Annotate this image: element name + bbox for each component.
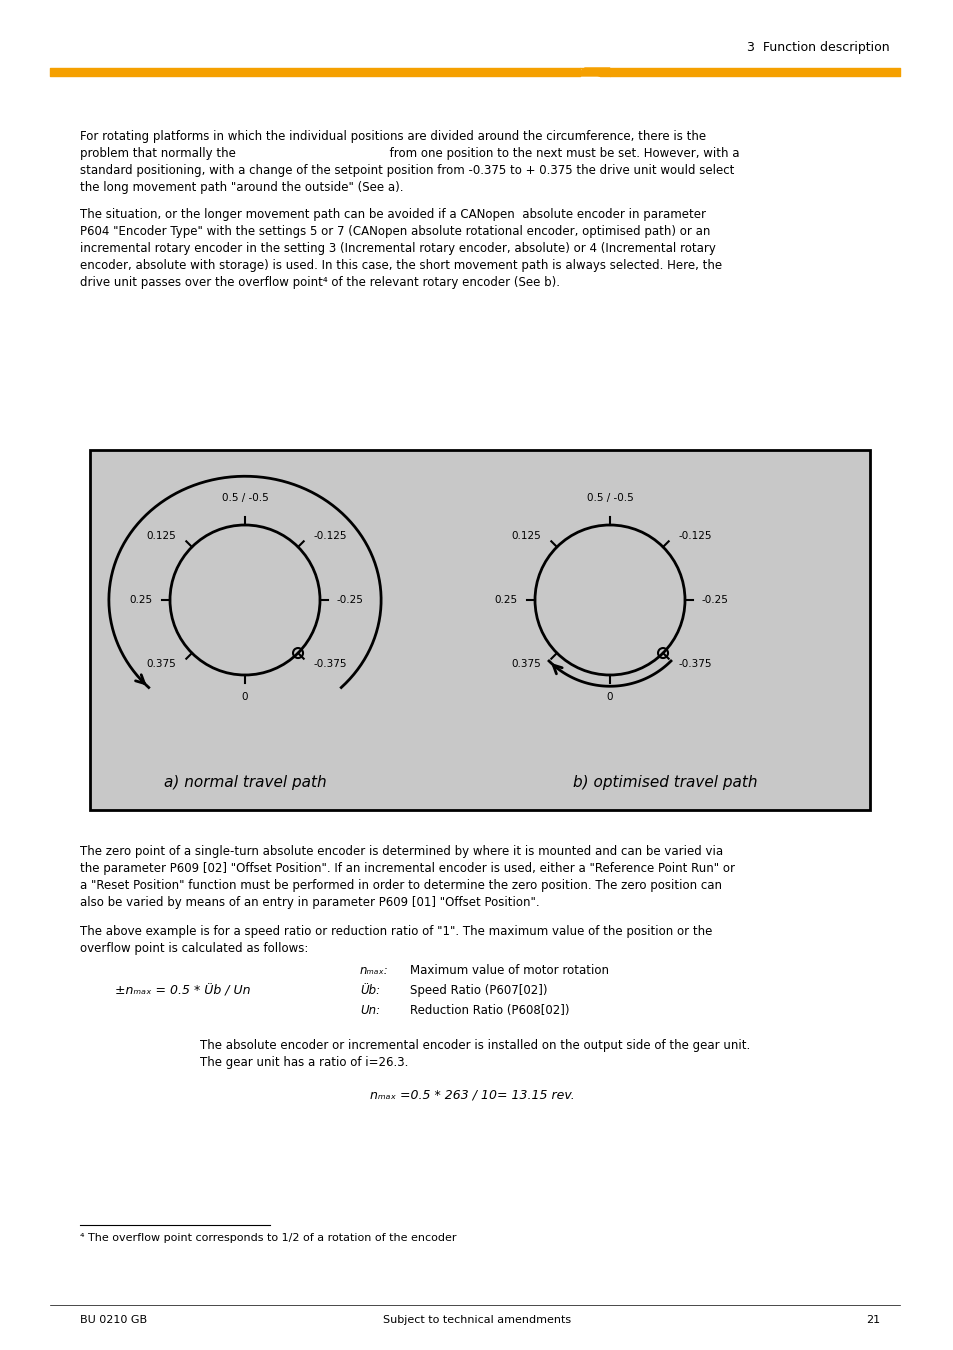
Text: nₘₐₓ =0.5 * 263 / 10= 13.15 rev.: nₘₐₓ =0.5 * 263 / 10= 13.15 rev.: [370, 1088, 574, 1102]
Polygon shape: [575, 68, 609, 76]
Text: 0.125: 0.125: [147, 532, 176, 541]
Text: -0.125: -0.125: [314, 532, 347, 541]
Text: P604 "Encoder Type" with the settings 5 or 7 (CANopen absolute rotational encode: P604 "Encoder Type" with the settings 5 …: [80, 225, 710, 238]
Text: 21: 21: [865, 1315, 879, 1324]
Text: The absolute encoder or incremental encoder is installed on the output side of t: The absolute encoder or incremental enco…: [200, 1040, 749, 1052]
Text: ±nₘₐₓ = 0.5 * Üb / Un: ±nₘₐₓ = 0.5 * Üb / Un: [115, 984, 251, 998]
Text: Reduction Ratio (P608[02]): Reduction Ratio (P608[02]): [410, 1004, 569, 1017]
Text: The above example is for a speed ratio or reduction ratio of "1". The maximum va: The above example is for a speed ratio o…: [80, 925, 712, 938]
Text: Speed Ratio (P607[02]): Speed Ratio (P607[02]): [410, 984, 547, 998]
Text: 0: 0: [606, 693, 613, 702]
Text: a "Reset Position" function must be performed in order to determine the zero pos: a "Reset Position" function must be perf…: [80, 879, 721, 892]
Text: overflow point is calculated as follows:: overflow point is calculated as follows:: [80, 942, 308, 954]
Text: -0.125: -0.125: [678, 532, 711, 541]
Text: also be varied by means of an entry in parameter P609 [01] "Offset Position".: also be varied by means of an entry in p…: [80, 896, 539, 909]
Text: 0.25: 0.25: [130, 595, 152, 605]
Text: Maximum value of motor rotation: Maximum value of motor rotation: [410, 964, 608, 977]
Text: ⁴ The overflow point corresponds to 1/2 of a rotation of the encoder: ⁴ The overflow point corresponds to 1/2 …: [80, 1233, 456, 1243]
Text: -0.375: -0.375: [314, 659, 347, 668]
Text: Un:: Un:: [359, 1004, 379, 1017]
Text: 0: 0: [241, 693, 248, 702]
Text: standard positioning, with a change of the setpoint position from -0.375 to + 0.: standard positioning, with a change of t…: [80, 163, 734, 177]
Text: b) optimised travel path: b) optimised travel path: [572, 775, 757, 790]
Bar: [90, 450, 869, 810]
Text: a) normal travel path: a) normal travel path: [164, 775, 326, 790]
Text: the long movement path "around the outside" (See a).: the long movement path "around the outsi…: [80, 181, 403, 194]
Text: For rotating platforms in which the individual positions are divided around the : For rotating platforms in which the indi…: [80, 130, 705, 143]
Text: 0.5 / -0.5: 0.5 / -0.5: [221, 493, 268, 504]
Text: 0.125: 0.125: [511, 532, 541, 541]
Text: 3  Function description: 3 Function description: [746, 40, 889, 54]
Text: encoder, absolute with storage) is used. In this case, the short movement path i: encoder, absolute with storage) is used.…: [80, 259, 721, 271]
Text: drive unit passes over the overflow point⁴ of the relevant rotary encoder (See b: drive unit passes over the overflow poin…: [80, 275, 559, 289]
Polygon shape: [579, 68, 609, 76]
Text: Subject to technical amendments: Subject to technical amendments: [382, 1315, 571, 1324]
Text: nₘₐₓ:: nₘₐₓ:: [359, 964, 388, 977]
Text: 0.5 / -0.5: 0.5 / -0.5: [586, 493, 633, 504]
Text: BU 0210 GB: BU 0210 GB: [80, 1315, 147, 1324]
Text: -0.25: -0.25: [336, 595, 363, 605]
Text: 0.25: 0.25: [495, 595, 517, 605]
Text: Üb:: Üb:: [359, 984, 379, 998]
Text: the parameter P609 [02] "Offset Position". If an incremental encoder is used, ei: the parameter P609 [02] "Offset Position…: [80, 863, 734, 875]
Text: 0.375: 0.375: [511, 659, 541, 668]
Text: incremental rotary encoder in the setting 3 (Incremental rotary encoder, absolut: incremental rotary encoder in the settin…: [80, 242, 715, 255]
Text: -0.375: -0.375: [678, 659, 711, 668]
Text: problem that normally the                                         from one posit: problem that normally the from one posit: [80, 147, 739, 161]
Text: The zero point of a single-turn absolute encoder is determined by where it is mo: The zero point of a single-turn absolute…: [80, 845, 722, 859]
Text: 0.375: 0.375: [147, 659, 176, 668]
Text: -0.25: -0.25: [701, 595, 728, 605]
Text: The situation, or the longer movement path can be avoided if a CANopen  absolute: The situation, or the longer movement pa…: [80, 208, 705, 221]
Text: The gear unit has a ratio of i=26.3.: The gear unit has a ratio of i=26.3.: [200, 1056, 408, 1069]
